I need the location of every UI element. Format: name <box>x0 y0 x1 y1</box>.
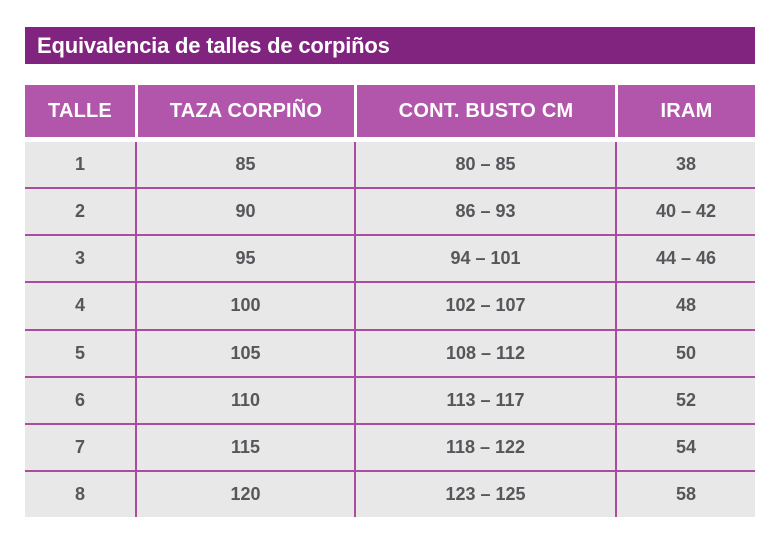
table-row: 8 120 123 – 125 58 <box>25 469 755 517</box>
table-row: 4 100 102 – 107 48 <box>25 281 755 329</box>
table-row: 3 95 94 – 101 44 – 46 <box>25 234 755 282</box>
table-cell: 86 – 93 <box>354 189 615 235</box>
table-cell: 2 <box>25 189 135 235</box>
table-body: 1 85 80 – 85 38 2 90 86 – 93 40 – 42 3 9… <box>25 142 755 517</box>
table-cell: 123 – 125 <box>354 471 615 517</box>
table-cell: 58 <box>615 471 755 517</box>
table-cell: 100 <box>135 283 354 329</box>
table-cell: 8 <box>25 471 135 517</box>
table-cell: 90 <box>135 189 354 235</box>
column-header-talle: TALLE <box>25 85 135 137</box>
table-cell: 80 – 85 <box>354 142 615 188</box>
table-cell: 38 <box>615 142 755 188</box>
column-header-iram: IRAM <box>615 85 755 137</box>
table-cell: 110 <box>135 377 354 423</box>
table-row: 6 110 113 – 117 52 <box>25 375 755 423</box>
column-header-taza-corpino: TAZA CORPIÑO <box>135 85 354 137</box>
table-cell: 1 <box>25 142 135 188</box>
table-cell: 4 <box>25 283 135 329</box>
table-cell: 44 – 46 <box>615 236 755 282</box>
table-cell: 7 <box>25 424 135 470</box>
table-cell: 118 – 122 <box>354 424 615 470</box>
table-row: 1 85 80 – 85 38 <box>25 142 755 188</box>
table-header-row: TALLE TAZA CORPIÑO CONT. BUSTO CM IRAM <box>25 85 755 137</box>
table-cell: 40 – 42 <box>615 189 755 235</box>
size-equivalence-table: TALLE TAZA CORPIÑO CONT. BUSTO CM IRAM 1… <box>25 85 755 517</box>
table-cell: 52 <box>615 377 755 423</box>
column-header-cont-busto-cm: CONT. BUSTO CM <box>354 85 615 137</box>
table-cell: 5 <box>25 330 135 376</box>
table-cell: 94 – 101 <box>354 236 615 282</box>
table-cell: 102 – 107 <box>354 283 615 329</box>
table-cell: 54 <box>615 424 755 470</box>
table-cell: 85 <box>135 142 354 188</box>
table-cell: 105 <box>135 330 354 376</box>
title-bar: Equivalencia de talles de corpiños <box>25 27 755 64</box>
table-cell: 3 <box>25 236 135 282</box>
table-cell: 108 – 112 <box>354 330 615 376</box>
table-cell: 48 <box>615 283 755 329</box>
table-cell: 50 <box>615 330 755 376</box>
table-row: 5 105 108 – 112 50 <box>25 328 755 376</box>
page-title: Equivalencia de talles de corpiños <box>37 32 390 58</box>
table-cell: 115 <box>135 424 354 470</box>
table-cell: 113 – 117 <box>354 377 615 423</box>
table-row: 2 90 86 – 93 40 – 42 <box>25 187 755 235</box>
table-row: 7 115 118 – 122 54 <box>25 422 755 470</box>
table-cell: 95 <box>135 236 354 282</box>
table-cell: 120 <box>135 471 354 517</box>
table-cell: 6 <box>25 377 135 423</box>
